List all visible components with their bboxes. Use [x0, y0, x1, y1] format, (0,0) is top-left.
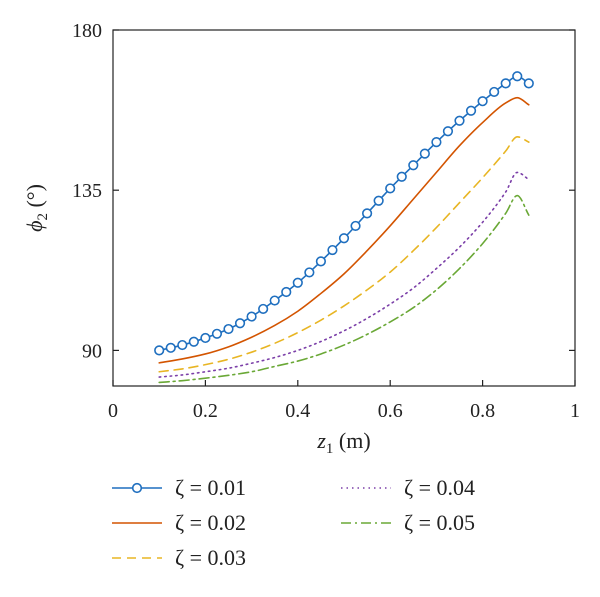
- series-marker: [165, 342, 176, 353]
- x-tick-label: 0.8: [470, 400, 495, 422]
- y-axis-label: ϕ2 (°): [22, 184, 51, 232]
- series-marker: [442, 126, 454, 137]
- y-axis-var: ϕ: [22, 221, 47, 232]
- x-axis-sub: 1: [326, 441, 334, 457]
- y-tick-label: 180: [72, 20, 102, 42]
- series-marker: [246, 311, 257, 322]
- x-axis-unit: (m): [333, 428, 370, 453]
- series-line: [158, 75, 530, 352]
- series-line: [158, 96, 530, 364]
- series-marker: [431, 137, 442, 148]
- legend-label: ζ = 0.05: [404, 510, 475, 535]
- legend-label: ζ = 0.03: [175, 545, 246, 570]
- series-marker: [200, 332, 211, 344]
- legend-label: ζ = 0.01: [175, 475, 246, 500]
- series-marker: [373, 195, 384, 206]
- series-marker: [269, 295, 280, 306]
- series-marker: [234, 318, 246, 329]
- x-axis-label: z1 (m): [316, 428, 370, 457]
- series-marker: [465, 105, 477, 116]
- series-marker: [315, 256, 327, 267]
- x-tick-label: 0: [108, 400, 118, 422]
- series-marker: [304, 267, 315, 278]
- y-tick-label: 90: [82, 340, 102, 362]
- series-marker: [223, 323, 234, 335]
- series-marker: [281, 286, 292, 298]
- series-marker: [177, 339, 188, 351]
- series-marker: [211, 328, 223, 339]
- series-marker: [419, 148, 430, 159]
- x-tick-label: 0.2: [193, 400, 218, 422]
- series-marker: [489, 86, 500, 98]
- series-line: [158, 135, 530, 373]
- series-marker: [512, 71, 523, 82]
- series-marker: [362, 208, 373, 219]
- legend-label: ζ = 0.02: [175, 510, 246, 535]
- series-marker: [454, 115, 465, 126]
- series-marker: [258, 303, 269, 315]
- series-marker: [396, 171, 407, 182]
- series-marker: [523, 78, 534, 89]
- series-marker: [500, 78, 511, 89]
- y-axis-unit: (°): [22, 184, 47, 213]
- x-tick-label: 0.6: [378, 400, 403, 422]
- series-marker: [385, 183, 396, 194]
- y-tick-label: 135: [72, 180, 102, 202]
- legend: ζ = 0.01 ζ = 0.02 ζ = 0.03 ζ = 0.04 ζ = 0.05: [112, 475, 475, 570]
- series-marker: [338, 233, 350, 244]
- y-axis-sub: 2: [35, 213, 51, 221]
- series-marker: [477, 96, 488, 107]
- series-line: [158, 171, 530, 378]
- series-marker: [408, 160, 419, 171]
- series-marker: [350, 220, 361, 232]
- legend-label: ζ = 0.04: [404, 475, 475, 500]
- series-marker: [188, 336, 199, 347]
- x-tick-label: 1: [570, 400, 580, 422]
- series-marker: [154, 345, 165, 356]
- axis-ticks: 0 0.2 0.4 0.6 0.8 1 90 135 180: [72, 20, 580, 422]
- series-layer: [154, 71, 534, 384]
- x-axis-var: z: [316, 428, 326, 453]
- legend-marker: [131, 482, 143, 494]
- x-tick-label: 0.4: [285, 400, 310, 422]
- series-marker: [327, 244, 338, 256]
- series-marker: [292, 277, 303, 288]
- series-line: [158, 194, 530, 384]
- plot-frame: [112, 29, 576, 387]
